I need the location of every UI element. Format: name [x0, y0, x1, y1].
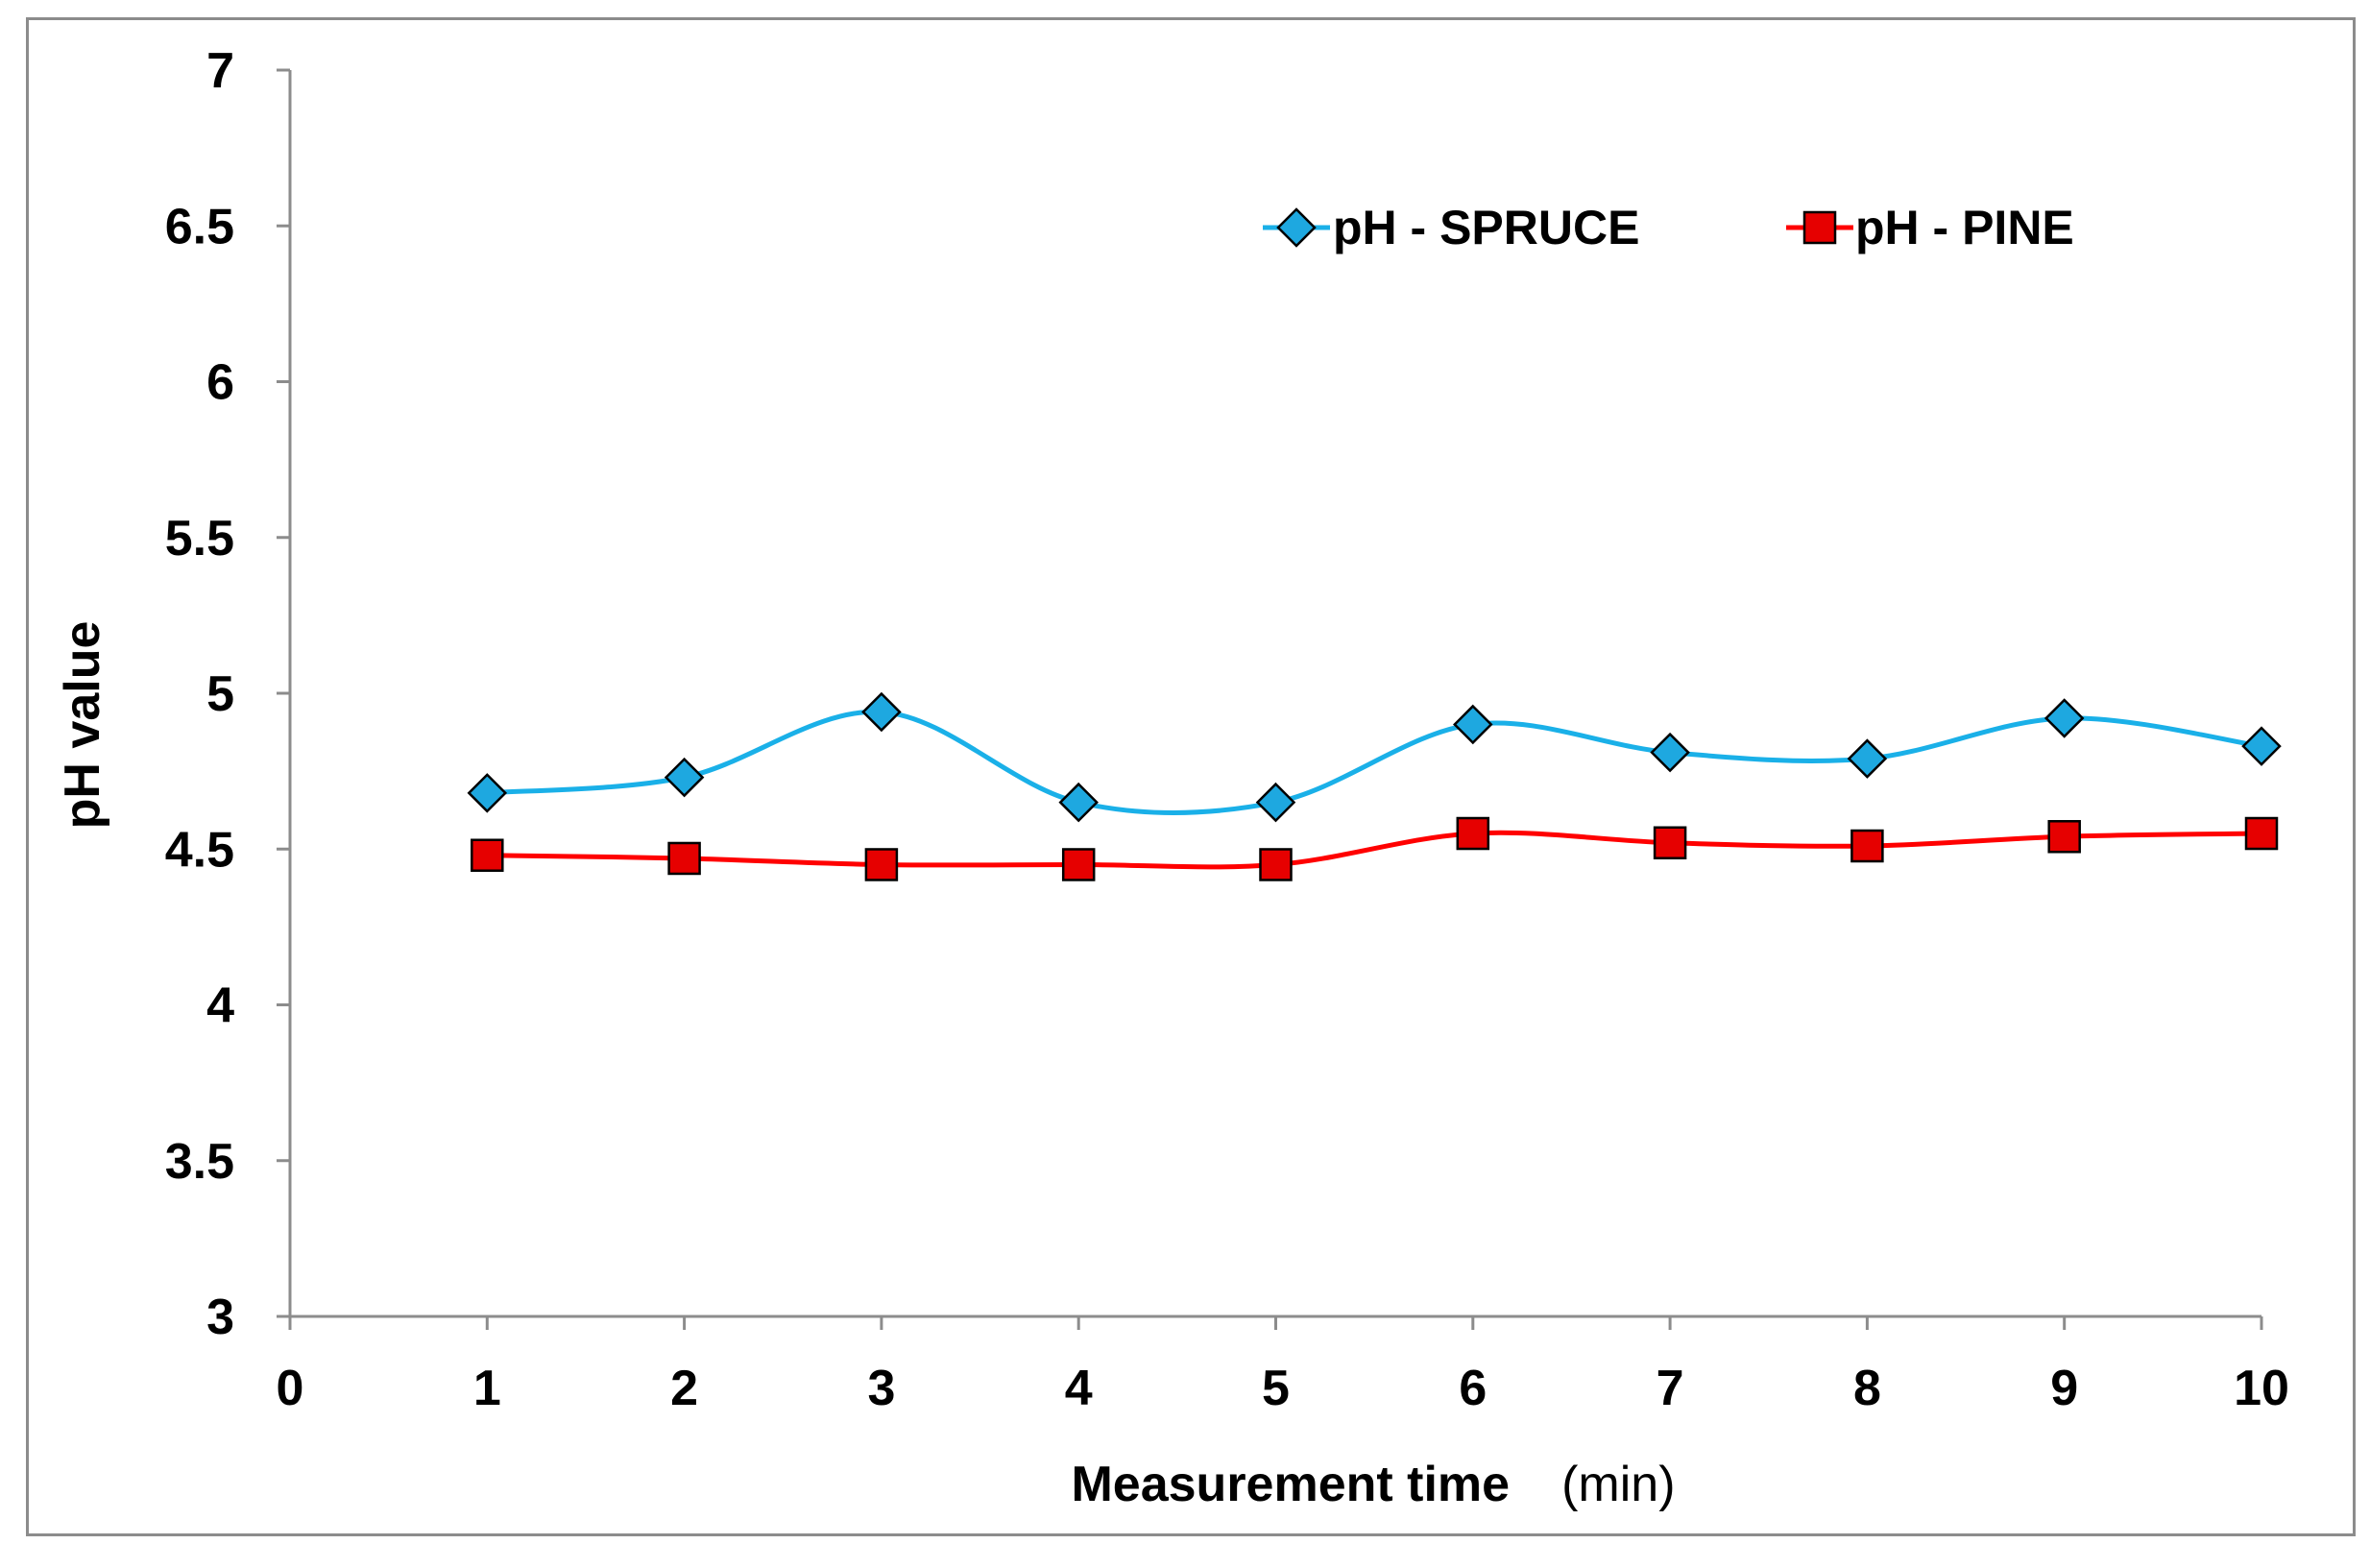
x-tick-label: 10: [2234, 1361, 2289, 1416]
data-point-spruce: [1058, 782, 1099, 823]
series-line-pine: [487, 830, 2262, 870]
x-tick-label: 4: [1065, 1361, 1093, 1416]
y-tick-label: 6.5: [165, 199, 234, 254]
legend-item-pine[interactable]: pH - PINE: [1786, 201, 2074, 254]
legend-label-pine: pH - PINE: [1855, 201, 2074, 254]
y-axis-ticks: 3 3.5 4 4.5 5 5.5 6 6.5 7: [165, 43, 290, 1345]
x-axis-ticks: 0 1 2 3 4 5 6 7 8 9 10: [277, 1316, 2289, 1416]
x-tick-label: 5: [1262, 1361, 1290, 1416]
legend: pH - SPRUCE pH - PINE: [1263, 201, 2074, 254]
x-tick-label: 1: [473, 1361, 501, 1416]
y-tick-label: 4.5: [165, 822, 234, 878]
x-axis-unit: (min): [1561, 1457, 1675, 1512]
y-tick-label: 5.5: [165, 511, 234, 567]
data-point-spruce: [2241, 726, 2282, 766]
data-point-spruce: [1255, 782, 1296, 823]
data-point-pine: [2047, 820, 2081, 854]
x-axis-title: Measurement time (min): [1071, 1457, 1675, 1512]
chart-frame: [26, 17, 2356, 1536]
data-point-spruce: [467, 773, 508, 813]
x-tick-label: 9: [2050, 1361, 2078, 1416]
data-point-pine: [471, 838, 504, 872]
y-axis-title: pH value: [55, 621, 110, 830]
x-tick-label: 3: [867, 1361, 895, 1416]
data-point-spruce: [1453, 704, 1493, 745]
data-point-spruce: [1650, 732, 1690, 773]
data-point-pine: [667, 841, 701, 876]
y-tick-label: 5: [206, 666, 234, 722]
data-point-pine: [1850, 829, 1884, 863]
x-tick-label: 6: [1459, 1361, 1487, 1416]
data-point-pine: [1259, 848, 1293, 881]
data-point-spruce: [664, 757, 705, 798]
x-axis-title-text: Measurement time: [1071, 1457, 1510, 1512]
y-tick-label: 6: [206, 355, 234, 411]
data-point-pine: [1456, 816, 1490, 851]
data-point-spruce: [1847, 738, 1888, 779]
axes: [288, 70, 2261, 1318]
x-tick-label: 8: [1853, 1361, 1881, 1416]
y-tick-label: 3: [206, 1290, 234, 1345]
y-tick-label: 3.5: [165, 1134, 234, 1190]
legend-label-spruce: pH - SPRUCE: [1333, 201, 1639, 254]
data-point-pine: [864, 848, 899, 881]
x-tick-label: 0: [277, 1361, 304, 1416]
y-tick-label: 4: [206, 978, 234, 1034]
data-point-pine: [1653, 826, 1687, 860]
series: [467, 691, 2282, 881]
x-tick-label: 7: [1657, 1361, 1684, 1416]
legend-marker-pine: [1802, 210, 1837, 245]
x-tick-label: 2: [670, 1361, 698, 1416]
data-point-pine: [2244, 816, 2279, 851]
data-point-pine: [1061, 848, 1096, 881]
legend-marker-spruce: [1276, 207, 1317, 248]
data-point-spruce: [861, 691, 902, 733]
data-point-spruce: [2044, 698, 2085, 738]
y-tick-label: 7: [206, 43, 234, 99]
series-line-spruce: [487, 709, 2262, 816]
legend-item-spruce[interactable]: pH - SPRUCE: [1263, 201, 1639, 254]
